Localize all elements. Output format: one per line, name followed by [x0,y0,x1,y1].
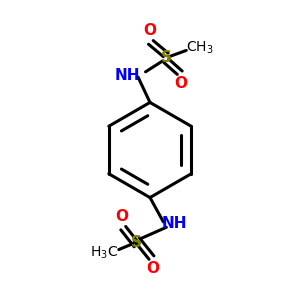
Text: S: S [131,235,142,250]
Text: O: O [115,209,128,224]
Text: O: O [146,261,160,276]
Text: NH: NH [115,68,140,83]
Text: S: S [161,50,172,65]
Text: O: O [175,76,188,91]
Text: NH: NH [162,216,188,231]
Text: H$_3$C: H$_3$C [90,244,118,261]
Text: CH$_3$: CH$_3$ [186,39,214,56]
Text: O: O [143,23,157,38]
